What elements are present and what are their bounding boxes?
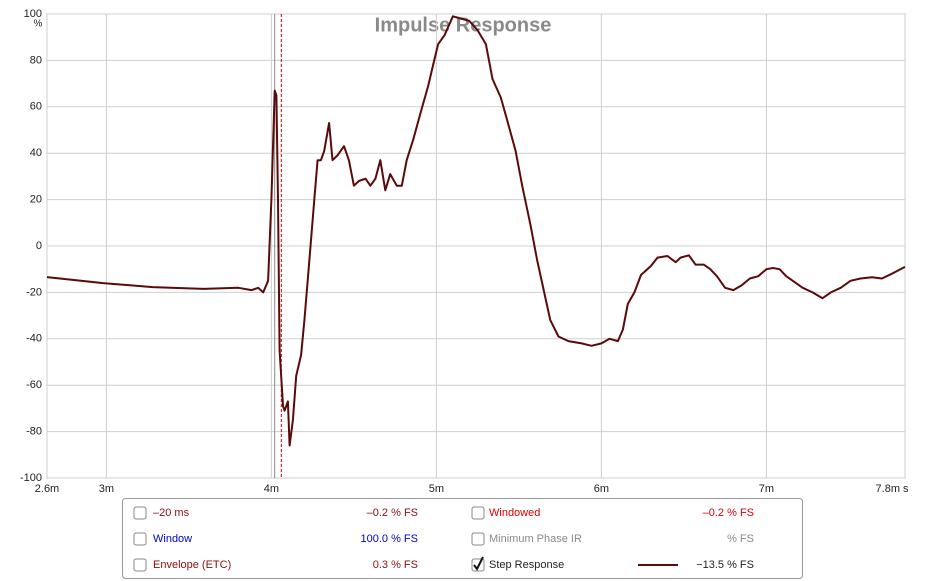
checkbox[interactable] <box>133 558 147 572</box>
checkbox[interactable] <box>133 506 147 520</box>
y-tick-label: -40 <box>26 333 42 345</box>
x-tick-label: 4m <box>264 483 279 495</box>
y-tick-label: 80 <box>30 54 42 66</box>
y-tick-label: 100 <box>24 8 42 20</box>
control-value: % FS <box>727 533 754 545</box>
checkbox[interactable] <box>471 532 485 546</box>
x-tick-label: 3m <box>99 483 114 495</box>
control-value: 0.3 % FS <box>373 559 418 571</box>
checkmark <box>473 556 484 571</box>
control-value: –0.2 % FS <box>703 507 754 519</box>
control-label[interactable]: Envelope (ETC) <box>153 559 231 571</box>
y-tick-label: 0 <box>36 240 42 252</box>
checkbox[interactable] <box>133 532 147 546</box>
y-tick-label: 60 <box>30 101 42 113</box>
x-tick-label: 2.6m <box>35 483 59 495</box>
y-tick-label: 40 <box>30 147 42 159</box>
control-label[interactable]: Minimum Phase IR <box>489 533 582 545</box>
chart-title: Impulse Response <box>375 14 552 36</box>
legend-panel <box>122 498 803 579</box>
legend-readout: −13.5 % FS <box>696 559 754 571</box>
y-tick-label: -100 <box>20 472 42 484</box>
x-tick-label: 5m <box>429 483 444 495</box>
control-label[interactable]: Windowed <box>489 507 540 519</box>
control-label[interactable]: –20 ms <box>153 507 190 519</box>
y-tick-label: -20 <box>26 286 42 298</box>
y-unit: % <box>34 19 43 30</box>
x-tick-label: 7.8m <box>876 483 900 495</box>
y-tick-label: 20 <box>30 194 42 206</box>
legend-label[interactable]: Step Response <box>489 559 564 571</box>
control-value: –0.2 % FS <box>367 507 418 519</box>
x-tick-label: 7m <box>759 483 774 495</box>
x-tick-label: 6m <box>594 483 609 495</box>
checkbox[interactable] <box>471 506 485 520</box>
y-tick-label: -80 <box>26 426 42 438</box>
control-value: 100.0 % FS <box>361 533 418 545</box>
data-line <box>46 15 906 447</box>
control-label[interactable]: Window <box>153 533 192 545</box>
x-unit: s <box>903 483 909 495</box>
y-tick-label: -60 <box>26 379 42 391</box>
